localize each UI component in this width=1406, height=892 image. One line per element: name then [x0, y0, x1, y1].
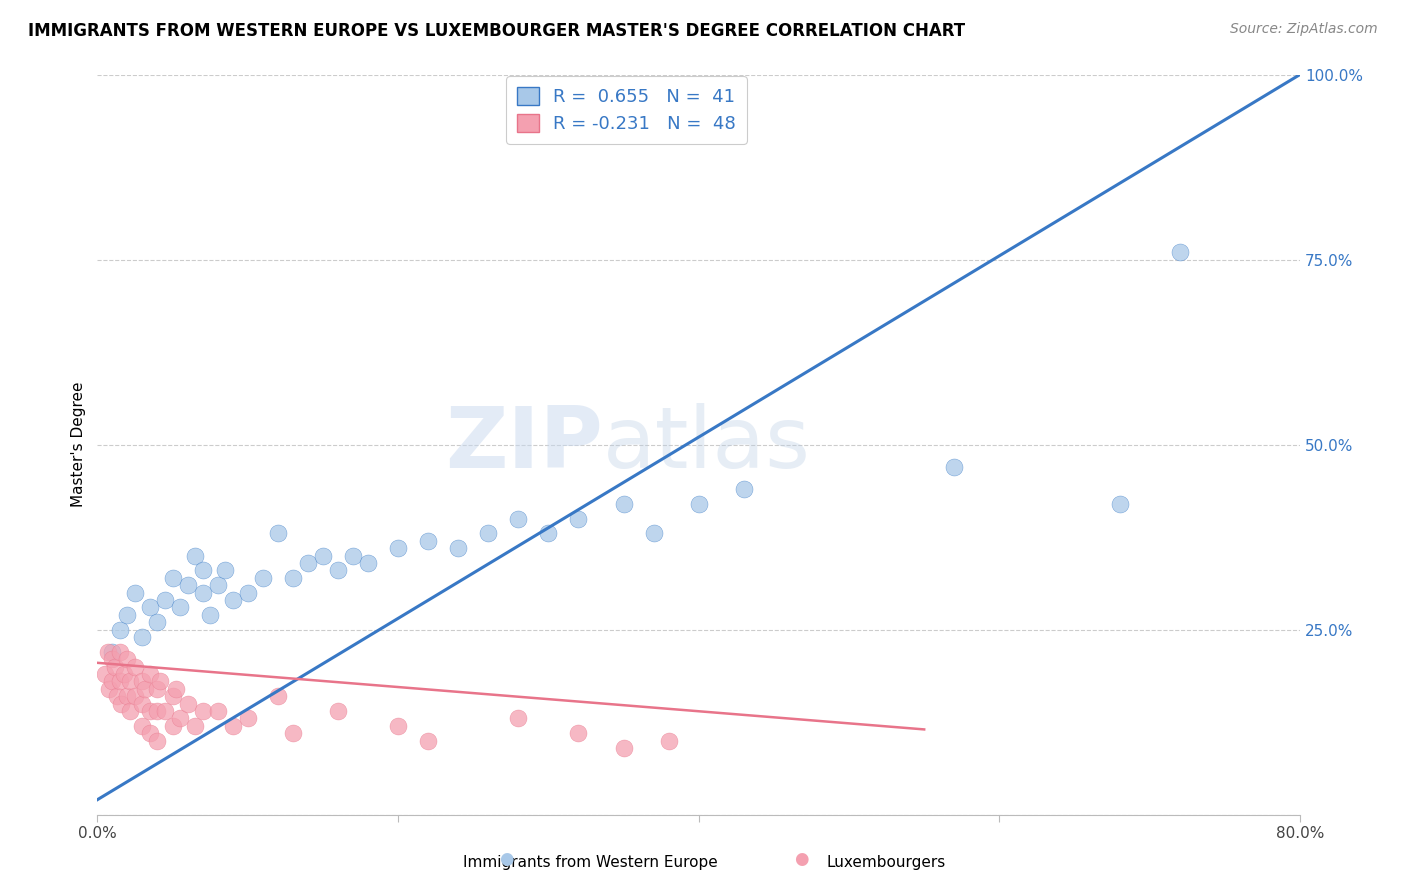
Point: [153, 704, 176, 718]
Point: [139, 704, 162, 718]
Point: [108, 645, 131, 659]
Point: [146, 615, 169, 629]
Point: [207, 578, 229, 592]
Point: [1108, 497, 1130, 511]
Point: [105, 689, 128, 703]
Point: [508, 711, 530, 725]
Point: [162, 571, 184, 585]
Point: [149, 674, 172, 689]
Point: [943, 459, 966, 474]
Point: [131, 630, 153, 644]
Point: [537, 526, 560, 541]
Point: [169, 600, 191, 615]
Point: [101, 645, 124, 659]
Legend: R =  0.655   N =  41, R = -0.231   N =  48: R = 0.655 N = 41, R = -0.231 N = 48: [506, 76, 747, 144]
Point: [267, 689, 290, 703]
Text: atlas: atlas: [603, 403, 810, 486]
Point: [312, 549, 335, 563]
Point: [165, 681, 187, 696]
Point: [98, 681, 121, 696]
Point: [643, 526, 665, 541]
Point: [176, 578, 198, 592]
Point: [221, 719, 243, 733]
Point: [207, 704, 229, 718]
Point: [146, 681, 169, 696]
Point: [162, 719, 184, 733]
Point: [104, 659, 127, 673]
Text: Luxembourgers: Luxembourgers: [827, 855, 945, 870]
Point: [387, 719, 409, 733]
Point: [139, 600, 162, 615]
Point: [124, 659, 146, 673]
Point: [252, 571, 274, 585]
Point: [236, 711, 259, 725]
Point: [110, 697, 132, 711]
Point: [117, 689, 139, 703]
Point: [688, 497, 710, 511]
Point: [117, 652, 139, 666]
Point: [120, 674, 142, 689]
Point: [567, 726, 589, 740]
Point: [131, 674, 153, 689]
Point: [508, 511, 530, 525]
Point: [117, 607, 139, 622]
Point: [612, 740, 634, 755]
Point: [477, 526, 499, 541]
Point: [281, 726, 304, 740]
Point: [101, 674, 124, 689]
Point: [658, 733, 681, 747]
Point: [139, 726, 162, 740]
Text: Immigrants from Western Europe: Immigrants from Western Europe: [463, 855, 718, 870]
Point: [112, 667, 135, 681]
Point: [221, 593, 243, 607]
Point: [108, 623, 131, 637]
Point: [733, 482, 755, 496]
Point: [387, 541, 409, 555]
Point: [139, 667, 162, 681]
Point: [184, 719, 207, 733]
Point: [97, 645, 120, 659]
Point: [281, 571, 304, 585]
Point: [176, 697, 198, 711]
Point: [134, 681, 156, 696]
Text: ●: ●: [499, 850, 513, 868]
Point: [342, 549, 364, 563]
Text: IMMIGRANTS FROM WESTERN EUROPE VS LUXEMBOURGER MASTER'S DEGREE CORRELATION CHART: IMMIGRANTS FROM WESTERN EUROPE VS LUXEMB…: [28, 22, 966, 40]
Point: [416, 533, 439, 548]
Point: [184, 549, 207, 563]
Point: [214, 563, 236, 577]
Point: [124, 585, 146, 599]
Point: [1168, 245, 1191, 260]
Point: [101, 652, 124, 666]
Point: [124, 689, 146, 703]
Point: [108, 674, 131, 689]
Point: [416, 733, 439, 747]
Point: [567, 511, 589, 525]
Point: [169, 711, 191, 725]
Y-axis label: Master's Degree: Master's Degree: [72, 382, 86, 508]
Point: [120, 704, 142, 718]
Point: [146, 733, 169, 747]
Point: [191, 563, 214, 577]
Text: ●: ●: [794, 850, 808, 868]
Point: [198, 607, 221, 622]
Point: [326, 563, 349, 577]
Point: [94, 667, 117, 681]
Text: Source: ZipAtlas.com: Source: ZipAtlas.com: [1230, 22, 1378, 37]
Point: [131, 719, 153, 733]
Point: [191, 585, 214, 599]
Point: [297, 556, 319, 570]
Text: ZIP: ZIP: [444, 403, 603, 486]
Point: [447, 541, 470, 555]
Point: [146, 704, 169, 718]
Point: [236, 585, 259, 599]
Point: [267, 526, 290, 541]
Point: [162, 689, 184, 703]
Point: [191, 704, 214, 718]
Point: [153, 593, 176, 607]
Point: [612, 497, 634, 511]
Point: [326, 704, 349, 718]
Point: [357, 556, 380, 570]
Point: [131, 697, 153, 711]
